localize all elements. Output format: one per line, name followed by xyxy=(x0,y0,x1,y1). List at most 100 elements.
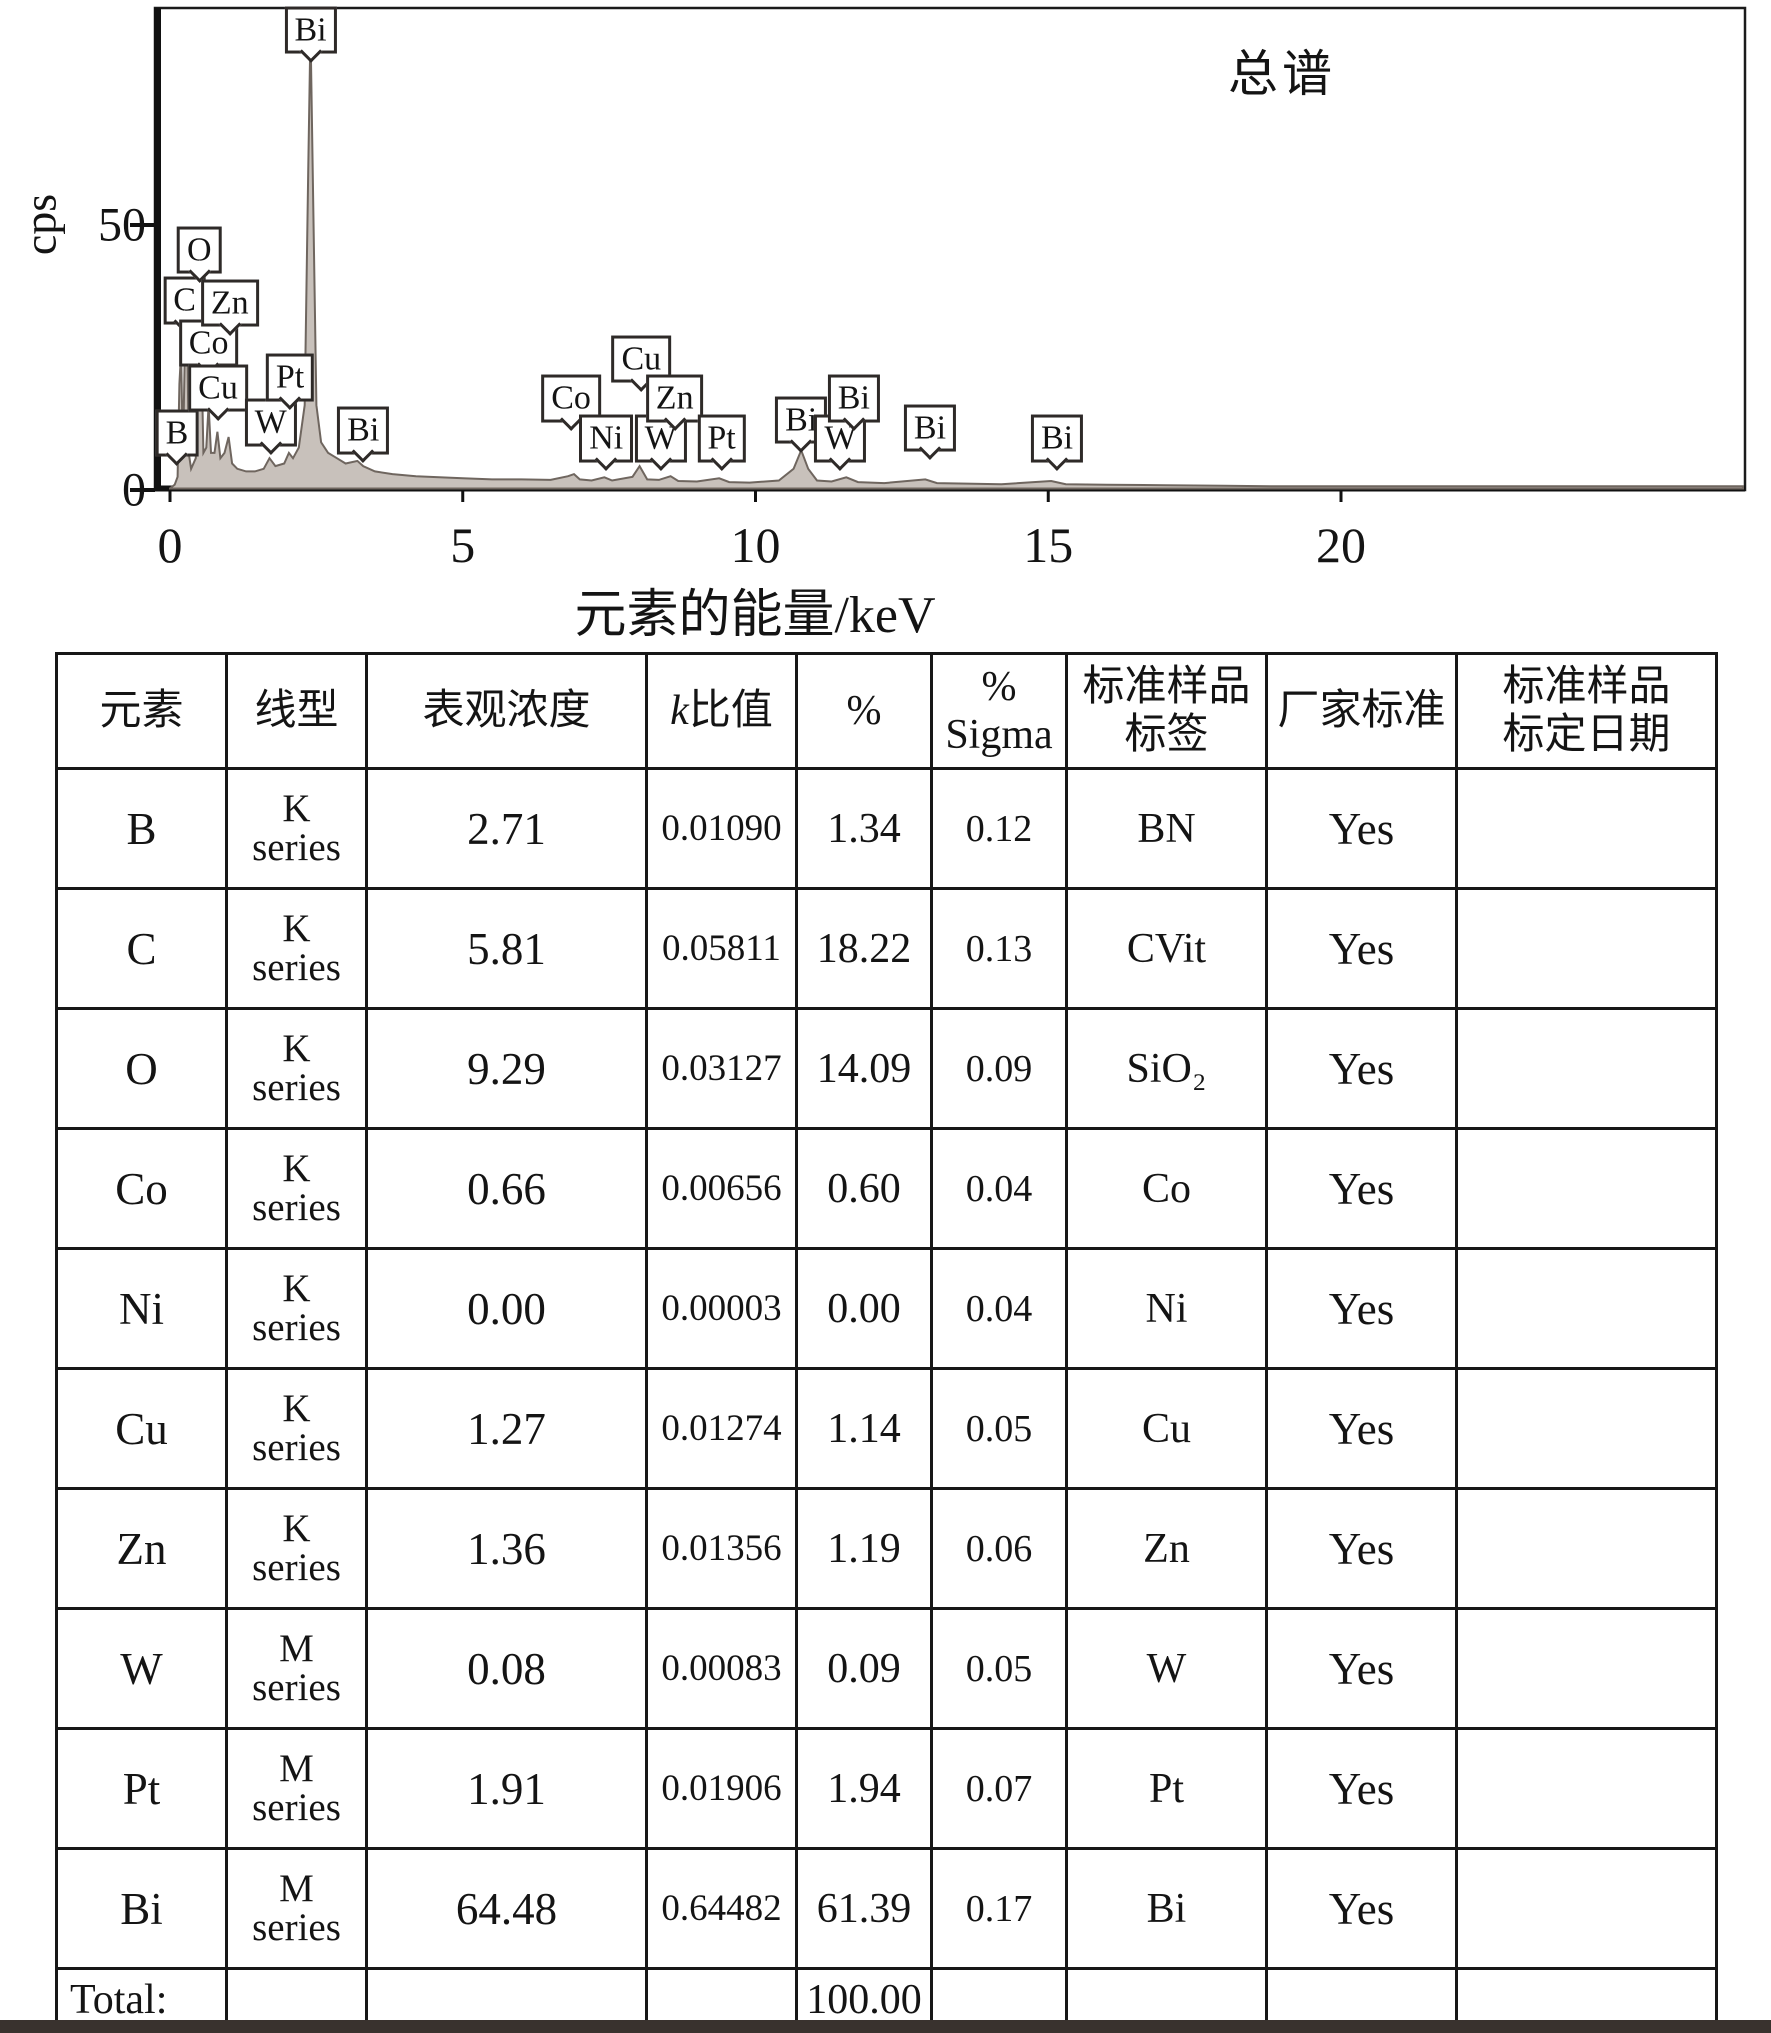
cell-sigma: 0.13 xyxy=(930,887,1068,1010)
cell-label: Zn xyxy=(1065,1487,1268,1610)
cell-date xyxy=(1455,1247,1718,1370)
cell-sigma: 0.05 xyxy=(930,1367,1068,1490)
col-header-line: 线型 xyxy=(225,652,368,770)
x-tick-label: 10 xyxy=(730,517,781,573)
cell-label: Pt xyxy=(1065,1727,1268,1850)
cell-kratio: 0.01906 xyxy=(645,1727,798,1850)
cell-line: M series xyxy=(225,1847,368,1970)
col-header-label: 标准样品 标签 xyxy=(1065,652,1268,770)
table-row: Co K series 0.66 0.00656 0.60 0.04 Co Yes xyxy=(55,1127,1718,1250)
peak-label-zn: Zn xyxy=(200,279,259,327)
peak-label-pt: Pt xyxy=(265,353,315,402)
y-tick-label: 50 xyxy=(98,198,146,252)
cell-label: W xyxy=(1065,1607,1268,1730)
peak-label-o: O xyxy=(176,226,222,274)
col-header-kratio: k比值 xyxy=(645,652,798,770)
cell-standard: Yes xyxy=(1265,767,1458,890)
table-header-row: 元素 线型 表观浓度 k比值 % % Sigma 标准样品 标签 厂家标准 标准… xyxy=(55,652,1718,770)
cell-standard: Yes xyxy=(1265,1607,1458,1730)
col-header-apparent: 表观浓度 xyxy=(365,652,648,770)
x-tick-label: 0 xyxy=(157,517,183,573)
cell-kratio: 0.00003 xyxy=(645,1247,798,1370)
cell-pct: 0.60 xyxy=(795,1127,933,1250)
cell-sigma: 0.05 xyxy=(930,1607,1068,1730)
cell-sigma: 0.04 xyxy=(930,1127,1068,1250)
cell-pct: 14.09 xyxy=(795,1007,933,1130)
cell-date xyxy=(1455,1007,1718,1130)
cell-apparent: 2.71 xyxy=(365,767,648,890)
cell-standard: Yes xyxy=(1265,1487,1458,1610)
bottom-rule xyxy=(0,2020,1771,2033)
eds-quantification-table: 元素 线型 表观浓度 k比值 % % Sigma 标准样品 标签 厂家标准 标准… xyxy=(55,652,1718,2033)
cell-sigma: 0.07 xyxy=(930,1727,1068,1850)
cell-kratio: 0.01274 xyxy=(645,1367,798,1490)
cell-element: O xyxy=(55,1007,228,1130)
y-axis-label: cps xyxy=(14,193,66,256)
x-tick-label: 20 xyxy=(1316,517,1366,573)
cell-label: Co xyxy=(1065,1127,1268,1250)
cell-label: Ni xyxy=(1065,1247,1268,1370)
cell-kratio: 0.05811 xyxy=(645,887,798,1010)
table-row: Cu K series 1.27 0.01274 1.14 0.05 Cu Yes xyxy=(55,1367,1718,1490)
cell-standard: Yes xyxy=(1265,1007,1458,1130)
peak-label-bi: Bi xyxy=(284,6,337,54)
cell-standard: Yes xyxy=(1265,1127,1458,1250)
peak-label-c: C xyxy=(163,276,206,325)
col-header-date: 标准样品 标定日期 xyxy=(1455,652,1718,770)
cell-pct: 61.39 xyxy=(795,1847,933,1970)
cell-line: K series xyxy=(225,1127,368,1250)
cell-kratio: 0.64482 xyxy=(645,1847,798,1970)
cell-element: W xyxy=(55,1607,228,1730)
cell-kratio: 0.00656 xyxy=(645,1127,798,1250)
cell-pct: 0.09 xyxy=(795,1607,933,1730)
cell-pct: 1.19 xyxy=(795,1487,933,1610)
kratio-rest: 比值 xyxy=(688,687,773,734)
peak-label-bi: Bi xyxy=(903,404,957,452)
cell-date xyxy=(1455,887,1718,1010)
cell-element: Cu xyxy=(55,1367,228,1490)
cell-apparent: 0.08 xyxy=(365,1607,648,1730)
y-tick-label: 0 xyxy=(122,463,146,517)
cell-standard: Yes xyxy=(1265,1727,1458,1850)
cell-date xyxy=(1455,1727,1718,1850)
cell-pct: 1.94 xyxy=(795,1727,933,1850)
col-header-sigma: % Sigma xyxy=(930,652,1068,770)
cell-date xyxy=(1455,1127,1718,1250)
cell-kratio: 0.00083 xyxy=(645,1607,798,1730)
cell-element: C xyxy=(55,887,228,1010)
cell-apparent: 0.00 xyxy=(365,1247,648,1370)
cell-date xyxy=(1455,1607,1718,1730)
cell-standard: Yes xyxy=(1265,887,1458,1010)
x-tick-label: 5 xyxy=(450,517,476,573)
cell-standard: Yes xyxy=(1265,1847,1458,1970)
cell-standard: Yes xyxy=(1265,1247,1458,1370)
cell-element: Co xyxy=(55,1127,228,1250)
cell-element: Pt xyxy=(55,1727,228,1850)
spectrum-label-overlay: 总谱 cps 元素的能量/keV 0 50 0 5 10 15 20 B C O Co Cu Zn W Pt… xyxy=(0,0,1771,648)
x-tick-label: 15 xyxy=(1023,517,1074,573)
peak-label-bi: Bi xyxy=(1030,414,1084,463)
col-header-element: 元素 xyxy=(55,652,228,770)
cell-element: Ni xyxy=(55,1247,228,1370)
kratio-k-italic: k xyxy=(670,687,689,734)
peak-label-bi: Bi xyxy=(827,374,880,423)
peak-label-zn: Zn xyxy=(645,374,704,423)
cell-standard: Yes xyxy=(1265,1367,1458,1490)
cell-date xyxy=(1455,1487,1718,1610)
peak-label-pt: Pt xyxy=(697,414,746,463)
peak-label-b: B xyxy=(155,409,199,457)
cell-sigma: 0.06 xyxy=(930,1487,1068,1610)
col-header-pct: % xyxy=(795,652,933,770)
spectrum-legend: 总谱 xyxy=(1228,46,1336,102)
cell-element: Bi xyxy=(55,1847,228,1970)
cell-sigma: 0.04 xyxy=(930,1247,1068,1370)
cell-date xyxy=(1455,1367,1718,1490)
cell-apparent: 1.91 xyxy=(365,1727,648,1850)
cell-label: SiO₂ xyxy=(1065,1007,1268,1130)
cell-date xyxy=(1455,767,1718,890)
